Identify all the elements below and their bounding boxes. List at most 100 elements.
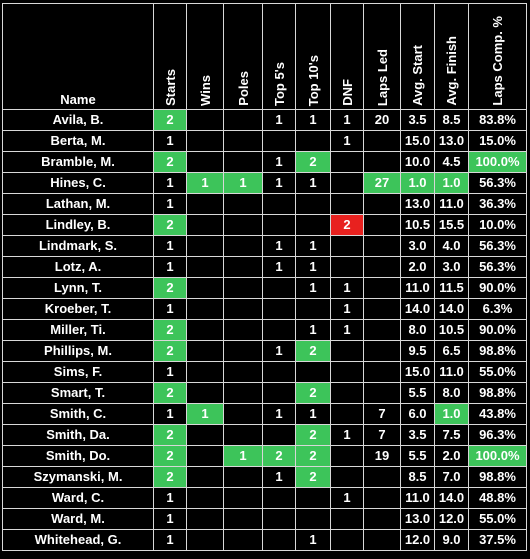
cell-top5: [262, 130, 296, 152]
cell-laps-comp: 37.5%: [468, 529, 527, 551]
cell-avg-finish: 2.0: [434, 445, 469, 467]
cell-poles: [223, 130, 263, 152]
cell-laps-led: [363, 256, 401, 278]
cell-top5: 1: [262, 466, 296, 488]
cell-wins: [186, 424, 224, 446]
cell-avg-finish: 4.5: [434, 151, 469, 173]
cell-avg-finish: 10.5: [434, 319, 469, 341]
cell-starts: 1: [153, 298, 187, 320]
cell-top10: 1: [295, 403, 331, 425]
table-row: Ward, M. 1 13.0 12.0 55.0%: [2, 508, 527, 530]
cell-name: Lindley, B.: [2, 214, 154, 236]
cell-avg-start: 12.0: [400, 529, 435, 551]
cell-wins: [186, 319, 224, 341]
cell-dnf: [330, 445, 364, 467]
cell-laps-comp: 56.3%: [468, 235, 527, 257]
column-header-label: Starts: [162, 69, 178, 106]
cell-name: Phillips, M.: [2, 340, 154, 362]
cell-dnf: [330, 193, 364, 215]
cell-top5: [262, 382, 296, 404]
table-row: Smith, Da. 2 2 1 7 3.5 7.5 96.3%: [2, 424, 527, 446]
cell-dnf: 1: [330, 319, 364, 341]
cell-avg-finish: 9.0: [434, 529, 469, 551]
cell-top10: 1: [295, 172, 331, 194]
cell-avg-finish: 11.5: [434, 277, 469, 299]
cell-laps-led: [363, 466, 401, 488]
cell-laps-led: [363, 151, 401, 173]
cell-avg-start: 6.0: [400, 403, 435, 425]
cell-poles: [223, 424, 263, 446]
column-header-label: Top 10's: [305, 54, 321, 106]
column-header-name: Name: [2, 3, 154, 110]
cell-name: Smith, C.: [2, 403, 154, 425]
table-row: Sims, F. 1 15.0 11.0 55.0%: [2, 361, 527, 383]
cell-laps-comp: 55.0%: [468, 508, 527, 530]
cell-avg-start: 15.0: [400, 361, 435, 383]
cell-wins: [186, 466, 224, 488]
cell-wins: 1: [186, 172, 224, 194]
cell-top10: 1: [295, 529, 331, 551]
cell-laps-comp: 83.8%: [468, 109, 527, 131]
cell-avg-finish: 7.5: [434, 424, 469, 446]
column-header-label: Top 5's: [271, 61, 287, 106]
cell-top10: 2: [295, 340, 331, 362]
cell-name: Lotz, A.: [2, 256, 154, 278]
cell-laps-comp: 43.8%: [468, 403, 527, 425]
cell-starts: 1: [153, 529, 187, 551]
cell-name: Bramble, M.: [2, 151, 154, 173]
cell-starts: 1: [153, 361, 187, 383]
cell-poles: 1: [223, 172, 263, 194]
table-row: Ward, C. 1 1 11.0 14.0 48.8%: [2, 487, 527, 509]
cell-avg-finish: 8.0: [434, 382, 469, 404]
cell-dnf: [330, 151, 364, 173]
cell-dnf: 1: [330, 424, 364, 446]
cell-wins: [186, 445, 224, 467]
cell-name: Ward, C.: [2, 487, 154, 509]
cell-top10: 1: [295, 277, 331, 299]
column-header-wins: Wins: [186, 3, 224, 110]
cell-laps-comp: 90.0%: [468, 277, 527, 299]
cell-wins: [186, 235, 224, 257]
cell-dnf: [330, 466, 364, 488]
column-header-label: Laps Led: [374, 48, 390, 106]
cell-top10: 2: [295, 445, 331, 467]
cell-dnf: 1: [330, 109, 364, 131]
cell-laps-led: 7: [363, 424, 401, 446]
cell-top5: [262, 298, 296, 320]
cell-laps-comp: 55.0%: [468, 361, 527, 383]
column-header-label: Avg. Finish: [444, 36, 459, 106]
table-body: Avila, B. 2 1 1 1 20 3.5 8.5 83.8% Berta, M. 1 1 15.…: [2, 109, 527, 551]
cell-top10: [295, 298, 331, 320]
cell-wins: [186, 361, 224, 383]
cell-dnf: [330, 340, 364, 362]
cell-avg-start: 13.0: [400, 508, 435, 530]
cell-starts: 2: [153, 445, 187, 467]
cell-top5: [262, 424, 296, 446]
cell-avg-start: 2.0: [400, 256, 435, 278]
cell-laps-led: 20: [363, 109, 401, 131]
column-header-label: Avg. Start: [410, 45, 425, 106]
table-row: Hines, C. 1 1 1 1 1 27 1.0 1.0 56.3%: [2, 172, 527, 194]
cell-name: Smart, T.: [2, 382, 154, 404]
cell-avg-start: 14.0: [400, 298, 435, 320]
table-row: Lindley, B. 2 2 10.5 15.5 10.0%: [2, 214, 527, 236]
cell-wins: 1: [186, 403, 224, 425]
cell-avg-finish: 1.0: [434, 172, 469, 194]
cell-laps-led: [363, 319, 401, 341]
cell-laps-comp: 98.8%: [468, 340, 527, 362]
cell-avg-finish: 1.0: [434, 403, 469, 425]
cell-poles: [223, 256, 263, 278]
cell-laps-led: [363, 298, 401, 320]
cell-starts: 1: [153, 508, 187, 530]
cell-starts: 2: [153, 277, 187, 299]
table-row: Smith, Do. 2 1 2 2 19 5.5 2.0 100.0%: [2, 445, 527, 467]
cell-name: Lynn, T.: [2, 277, 154, 299]
cell-poles: [223, 403, 263, 425]
cell-top10: 1: [295, 235, 331, 257]
cell-laps-led: [363, 529, 401, 551]
column-header-label: DNF: [339, 79, 355, 106]
cell-poles: [223, 382, 263, 404]
cell-wins: [186, 382, 224, 404]
cell-avg-finish: 14.0: [434, 298, 469, 320]
column-header-avg-finish: Avg. Finish: [434, 3, 469, 110]
